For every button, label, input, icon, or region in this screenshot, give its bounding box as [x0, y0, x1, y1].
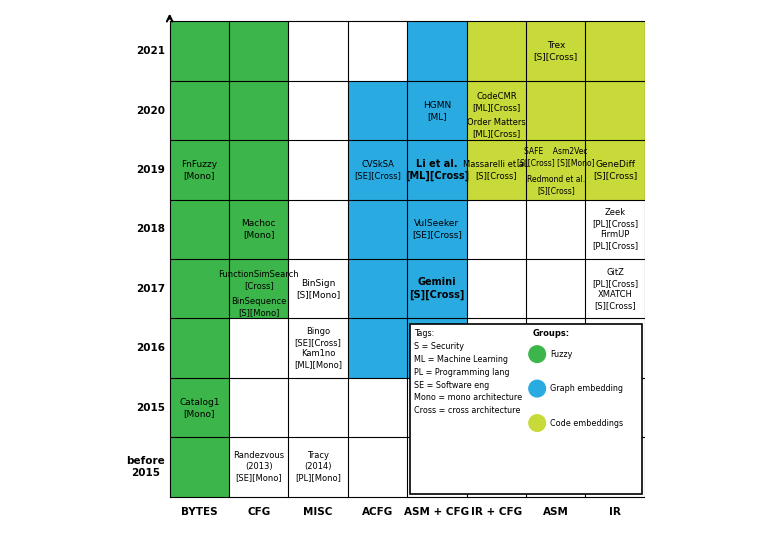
Text: Genius
[S][Cross]
discovRE
[S][Cross]: Genius [S][Cross] discovRE [S][Cross]	[411, 327, 463, 369]
Text: Randezvous
(2013)
[SE][Mono]: Randezvous (2013) [SE][Mono]	[233, 451, 284, 482]
Text: ASM: ASM	[543, 508, 569, 517]
Text: VulSeeker
[SE][Cross]: VulSeeker [SE][Cross]	[412, 219, 462, 240]
Text: Gemini
[S][Cross]: Gemini [S][Cross]	[410, 278, 464, 300]
Bar	[229, 21, 289, 318]
Text: 2020: 2020	[136, 106, 165, 116]
Text: FnFuzzy
[Mono]: FnFuzzy [Mono]	[181, 160, 217, 180]
Text: before
2015: before 2015	[126, 456, 165, 478]
Text: CodeCMR
[ML][Cross]: CodeCMR [ML][Cross]	[472, 92, 521, 111]
Text: ESH
[PL][Mono]: ESH [PL][Mono]	[591, 338, 640, 358]
Text: Zeek
[PL][Cross]
FirmUP
[PL][Cross]: Zeek [PL][Cross] FirmUP [PL][Cross]	[592, 209, 638, 250]
Text: Redmond et al.
[S][Cross]: Redmond et al. [S][Cross]	[527, 175, 585, 195]
Bar	[467, 21, 526, 200]
Text: 2018: 2018	[136, 225, 165, 234]
Text: IR + CFG: IR + CFG	[470, 508, 522, 517]
Text: Graph embedding: Graph embedding	[551, 384, 623, 393]
Text: GitZ
[PL][Cross]
XMATCH
[S][Cross]: GitZ [PL][Cross] XMATCH [S][Cross]	[592, 267, 638, 310]
Text: 2019: 2019	[136, 165, 165, 175]
Text: ACFG: ACFG	[362, 508, 393, 517]
Text: Order Matters
[ML][Cross]: Order Matters [ML][Cross]	[467, 118, 526, 138]
Text: Fuzzy: Fuzzy	[551, 349, 573, 359]
Circle shape	[529, 346, 545, 362]
Text: Groups:: Groups:	[533, 329, 570, 338]
Text: 2015: 2015	[136, 403, 165, 413]
Bar	[348, 81, 407, 378]
Bar	[407, 21, 467, 378]
Text: Li et al.
[ML][Cross]: Li et al. [ML][Cross]	[405, 159, 469, 181]
Text: FunctionSimSearch
[Cross]: FunctionSimSearch [Cross]	[219, 270, 299, 290]
Text: IR: IR	[609, 508, 621, 517]
Text: Catalog1
[Mono]: Catalog1 [Mono]	[179, 398, 219, 418]
Text: HGMN
[ML]: HGMN [ML]	[423, 101, 451, 121]
Text: ASM + CFG: ASM + CFG	[404, 508, 470, 517]
Text: Massarelli et al.
[S][Cross]: Massarelli et al. [S][Cross]	[464, 160, 529, 180]
Text: Trex
[S][Cross]: Trex [S][Cross]	[534, 41, 578, 61]
Text: Tracy
(2014)
[PL][Mono]: Tracy (2014) [PL][Mono]	[295, 451, 341, 482]
Text: 2016: 2016	[136, 343, 165, 353]
Text: BinSequence
[S][Mono]: BinSequence [S][Mono]	[231, 296, 286, 317]
Text: Machoc
[Mono]: Machoc [Mono]	[242, 219, 276, 240]
Text: CVSkSA
[SE][Cross]: CVSkSA [SE][Cross]	[354, 160, 401, 180]
Bar	[169, 21, 229, 497]
Bar	[585, 21, 645, 200]
Circle shape	[529, 380, 545, 397]
Text: SAFE    Asm2Vec
[S][Cross] [S][Mono]: SAFE Asm2Vec [S][Cross] [S][Mono]	[517, 147, 594, 167]
Text: BYTES: BYTES	[181, 508, 218, 517]
Circle shape	[529, 415, 545, 431]
Text: 2017: 2017	[136, 284, 165, 294]
Text: Bingo
[SE][Cross]
Kam1no
[ML][Mono]: Bingo [SE][Cross] Kam1no [ML][Mono]	[294, 327, 342, 369]
Text: Code embeddings: Code embeddings	[551, 419, 624, 428]
Text: BinSign
[S][Mono]: BinSign [S][Mono]	[296, 279, 340, 299]
Text: 2021: 2021	[136, 46, 165, 56]
Bar	[526, 21, 585, 200]
Text: Tags:
S = Security
ML = Machine Learning
PL = Programming lang
SE = Software eng: Tags: S = Security ML = Machine Learning…	[414, 329, 523, 415]
Bar	[410, 324, 642, 494]
Text: GeneDiff
[S][Cross]: GeneDiff [S][Cross]	[593, 160, 638, 180]
Text: MISC: MISC	[303, 508, 333, 517]
Text: CFG: CFG	[247, 508, 270, 517]
